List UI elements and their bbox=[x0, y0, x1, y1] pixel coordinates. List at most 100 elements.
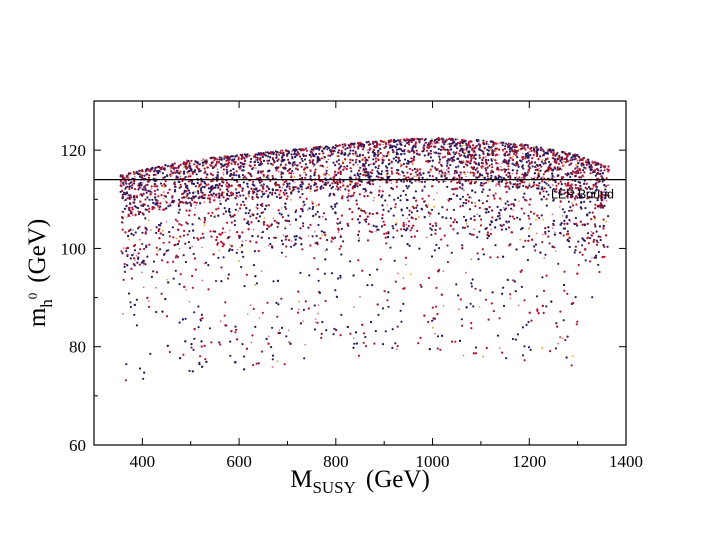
scatter-point bbox=[406, 159, 410, 162]
scatter-point bbox=[574, 157, 577, 160]
scatter-point bbox=[507, 153, 510, 156]
scatter-point bbox=[497, 142, 499, 145]
scatter-point bbox=[148, 207, 151, 210]
scatter-point bbox=[341, 182, 344, 184]
scatter-point bbox=[278, 331, 281, 335]
scatter-point bbox=[307, 307, 310, 310]
scatter-point bbox=[423, 216, 426, 219]
scatter-point bbox=[536, 176, 539, 179]
scatter-point bbox=[304, 147, 307, 150]
scatter-point bbox=[562, 234, 565, 237]
scatter-point bbox=[140, 172, 142, 175]
scatter-point bbox=[563, 157, 566, 160]
scatter-point bbox=[247, 212, 250, 215]
scatter-point bbox=[222, 196, 225, 199]
scatter-point bbox=[523, 359, 526, 362]
scatter-point bbox=[161, 310, 164, 313]
scatter-point bbox=[462, 148, 465, 151]
scatter-point bbox=[299, 271, 302, 274]
scatter-point bbox=[233, 223, 236, 227]
scatter-point bbox=[163, 176, 167, 179]
scatter-point bbox=[170, 166, 173, 169]
scatter-point bbox=[442, 173, 445, 176]
scatter-point bbox=[190, 203, 193, 206]
scatter-point bbox=[133, 249, 137, 252]
scatter-point bbox=[323, 172, 326, 175]
scatter-point bbox=[130, 196, 133, 199]
scatter-point bbox=[221, 164, 224, 167]
scatter-point bbox=[378, 147, 382, 150]
scatter-point bbox=[202, 161, 205, 164]
scatter-point bbox=[474, 146, 477, 149]
scatter-point bbox=[150, 275, 153, 278]
scatter-point bbox=[434, 305, 437, 308]
scatter-point bbox=[248, 209, 251, 212]
scatter-point bbox=[138, 263, 141, 266]
scatter-point bbox=[534, 168, 537, 172]
scatter-point bbox=[256, 156, 259, 159]
scatter-point bbox=[226, 181, 229, 184]
scatter-point bbox=[508, 187, 511, 190]
scatter-point bbox=[299, 183, 302, 187]
scatter-point bbox=[527, 168, 530, 171]
scatter-point bbox=[448, 197, 451, 200]
scatter-point bbox=[385, 154, 389, 157]
scatter-point bbox=[375, 230, 377, 233]
scatter-point bbox=[514, 164, 518, 167]
scatter-point bbox=[290, 191, 293, 194]
scatter-point bbox=[271, 188, 274, 191]
scatter-point bbox=[501, 162, 503, 164]
scatter-point bbox=[537, 170, 540, 173]
scatter-point bbox=[418, 176, 421, 179]
scatter-point bbox=[537, 184, 540, 187]
scatter-point bbox=[401, 170, 404, 173]
scatter-point bbox=[121, 210, 123, 213]
scatter-point bbox=[603, 198, 605, 201]
scatter-point bbox=[485, 162, 489, 165]
scatter-point bbox=[574, 197, 577, 200]
scatter-point bbox=[505, 228, 508, 231]
scatter-point bbox=[535, 218, 537, 221]
scatter-point bbox=[231, 159, 234, 162]
scatter-point bbox=[141, 170, 144, 173]
scatter-point bbox=[500, 176, 503, 179]
scatter-point bbox=[378, 189, 381, 192]
scatter-point bbox=[460, 147, 463, 150]
scatter-point bbox=[242, 181, 245, 184]
scatter-point bbox=[534, 249, 537, 252]
scatter-point bbox=[172, 236, 175, 239]
scatter-point bbox=[402, 162, 405, 166]
scatter-point bbox=[466, 225, 469, 228]
scatter-point bbox=[179, 183, 182, 186]
scatter-point bbox=[126, 246, 129, 249]
scatter-point bbox=[121, 193, 124, 196]
scatter-point bbox=[159, 167, 162, 170]
scatter-point bbox=[466, 193, 469, 196]
scatter-point bbox=[559, 310, 562, 313]
scatter-point bbox=[324, 183, 327, 186]
scatter-point bbox=[528, 235, 531, 238]
scatter-point bbox=[334, 181, 337, 184]
scatter-point bbox=[192, 348, 195, 351]
scatter-point bbox=[411, 177, 414, 180]
scatter-point bbox=[203, 170, 206, 173]
scatter-point bbox=[387, 139, 391, 142]
scatter-point bbox=[574, 174, 577, 178]
scatter-point bbox=[288, 172, 291, 175]
scatter-point bbox=[338, 162, 341, 166]
scatter-point bbox=[367, 164, 370, 167]
scatter-point bbox=[452, 208, 456, 211]
scatter-point bbox=[170, 170, 173, 173]
scatter-point bbox=[241, 173, 244, 177]
scatter-point bbox=[122, 278, 125, 281]
scatter-point bbox=[202, 194, 205, 197]
scatter-point bbox=[190, 180, 193, 183]
scatter-point bbox=[337, 171, 340, 174]
scatter-point bbox=[276, 279, 280, 282]
scatter-point bbox=[346, 146, 349, 150]
scatter-point bbox=[156, 199, 159, 202]
scatter-point bbox=[513, 163, 516, 166]
scatter-point bbox=[465, 149, 468, 152]
scatter-point bbox=[193, 311, 196, 314]
scatter-point bbox=[333, 173, 336, 175]
